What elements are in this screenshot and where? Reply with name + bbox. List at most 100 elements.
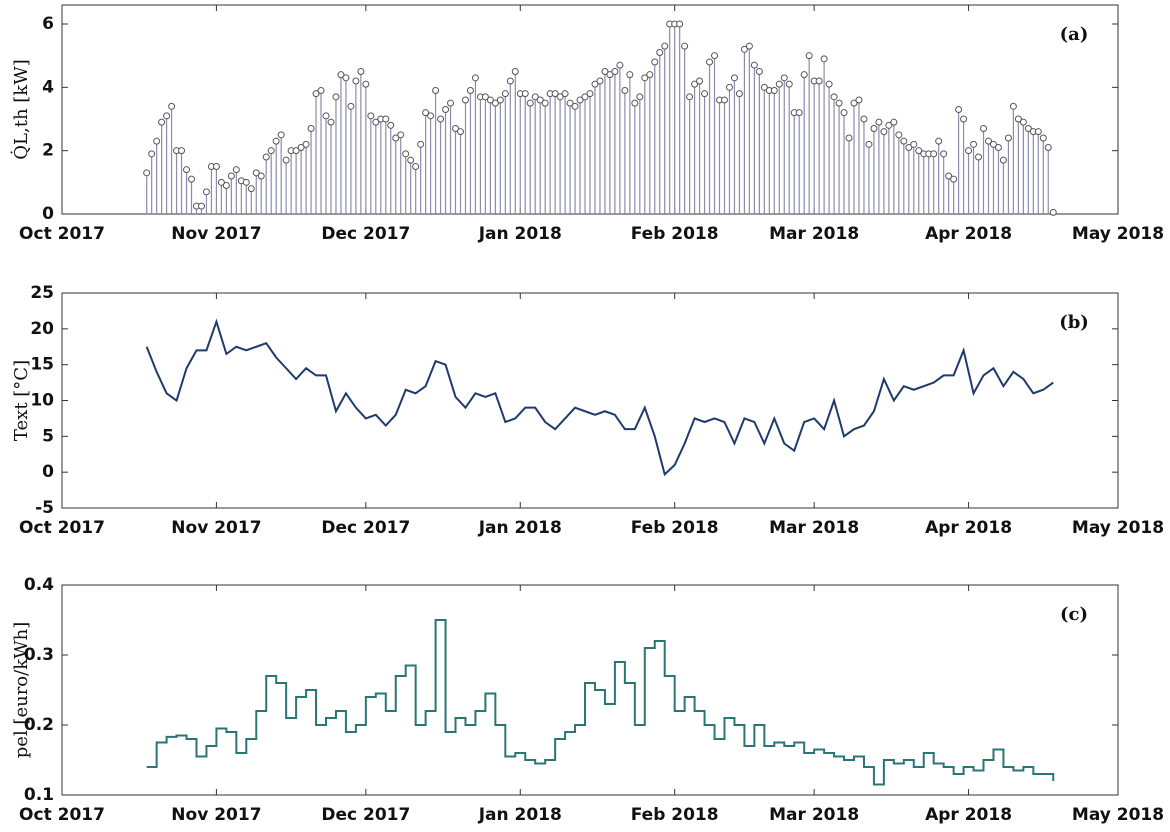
stem-marker — [217, 178, 225, 186]
stem-marker — [297, 144, 305, 151]
stem-marker — [471, 74, 479, 82]
stem-marker — [591, 80, 599, 88]
stem-marker — [197, 202, 205, 210]
stem-marker — [257, 172, 265, 180]
x-tick-label: Oct 2017 — [19, 518, 105, 538]
stem-marker — [402, 150, 410, 158]
y-axis-label: Q̇L,th [kW] — [10, 59, 32, 159]
stem-marker — [730, 74, 738, 82]
plot-frame — [61, 584, 1119, 796]
stem-marker — [188, 175, 196, 183]
stem-marker — [691, 80, 699, 88]
stem-marker — [272, 137, 280, 145]
x-tick-label: Dec 2017 — [321, 224, 410, 244]
stem-marker — [178, 147, 186, 155]
stem-marker — [865, 140, 873, 148]
panel-annotation: (b) — [1059, 312, 1089, 333]
stem-marker — [601, 68, 609, 75]
stem-marker — [581, 93, 589, 101]
y-tick-label: 6 — [42, 14, 54, 34]
stem-marker — [989, 140, 997, 148]
stem-marker — [651, 58, 659, 66]
stem-marker — [646, 71, 654, 79]
stem-marker — [586, 90, 594, 98]
x-tick-label: May 2018 — [1072, 224, 1164, 244]
stem-marker — [432, 87, 440, 94]
stem-marker — [422, 109, 430, 117]
stem-marker — [357, 68, 365, 75]
stem-marker — [277, 131, 285, 139]
stem-marker — [980, 125, 988, 132]
stem-marker — [262, 153, 270, 161]
stem-marker — [342, 74, 350, 82]
y-tick-label: 25 — [30, 283, 54, 303]
y-tick-label: 0 — [42, 204, 54, 224]
x-tick-label: Jan 2018 — [478, 805, 562, 825]
stem-marker — [252, 169, 260, 177]
stem-marker — [870, 125, 878, 132]
stem-marker — [556, 93, 564, 101]
stem-marker — [636, 93, 644, 101]
stem-marker — [247, 185, 255, 193]
step-line — [146, 619, 1055, 786]
stem-marker — [372, 118, 380, 126]
stem-marker — [840, 109, 848, 117]
stem-marker — [795, 109, 803, 117]
stem-marker — [696, 77, 704, 85]
x-tick-label: Feb 2018 — [631, 805, 719, 825]
x-tick-label: Feb 2018 — [631, 518, 719, 538]
stem-marker — [805, 52, 813, 60]
stem-marker — [202, 188, 210, 196]
stem-marker — [800, 71, 808, 79]
x-tick-label: Oct 2017 — [19, 805, 105, 825]
stem-marker — [163, 112, 171, 120]
stem-marker — [681, 42, 689, 50]
x-tick-label: Nov 2017 — [171, 224, 261, 244]
stem-marker — [506, 77, 514, 85]
stem-marker — [596, 77, 604, 85]
stem-marker — [452, 125, 460, 132]
stem-marker — [900, 137, 908, 145]
stem-marker — [606, 71, 614, 79]
stem-marker — [501, 90, 509, 98]
stem-marker — [307, 125, 315, 132]
stem-marker — [875, 118, 883, 126]
y-axis-label: pel [euro/kWh] — [11, 622, 32, 758]
stem-marker — [720, 96, 728, 104]
stem-marker — [970, 140, 978, 148]
stem-marker — [641, 74, 649, 82]
y-tick-label: -5 — [35, 498, 54, 518]
stem-marker — [387, 121, 395, 129]
x-tick-label: Mar 2018 — [769, 805, 859, 825]
stem-marker — [830, 93, 838, 101]
stem-marker — [975, 153, 983, 161]
stem-marker — [1019, 118, 1027, 126]
stem-marker — [571, 102, 579, 110]
stem-marker — [317, 87, 325, 94]
stem-marker — [745, 42, 753, 50]
stem-marker — [531, 93, 539, 101]
x-tick-label: Nov 2017 — [171, 518, 261, 538]
stem-marker — [686, 93, 694, 101]
stem-marker — [611, 68, 619, 75]
plot-frame — [61, 292, 1119, 509]
stem-marker — [770, 87, 778, 94]
x-tick-label: May 2018 — [1072, 805, 1164, 825]
stem-marker — [711, 52, 719, 60]
x-tick-label: Jan 2018 — [478, 518, 562, 538]
stem-marker — [775, 80, 783, 88]
stem-marker — [461, 96, 469, 104]
stem-marker — [551, 90, 559, 98]
stem-marker — [407, 156, 415, 164]
stem-marker — [994, 144, 1002, 151]
stem-marker — [955, 106, 963, 113]
stem-marker — [397, 131, 405, 139]
x-tick-label: Mar 2018 — [769, 518, 859, 538]
stem-marker — [1009, 102, 1017, 110]
stem-marker — [576, 96, 584, 104]
stem-marker — [511, 68, 519, 75]
stem-marker — [486, 96, 494, 104]
stem-marker — [352, 77, 360, 85]
stem-marker — [915, 147, 923, 155]
